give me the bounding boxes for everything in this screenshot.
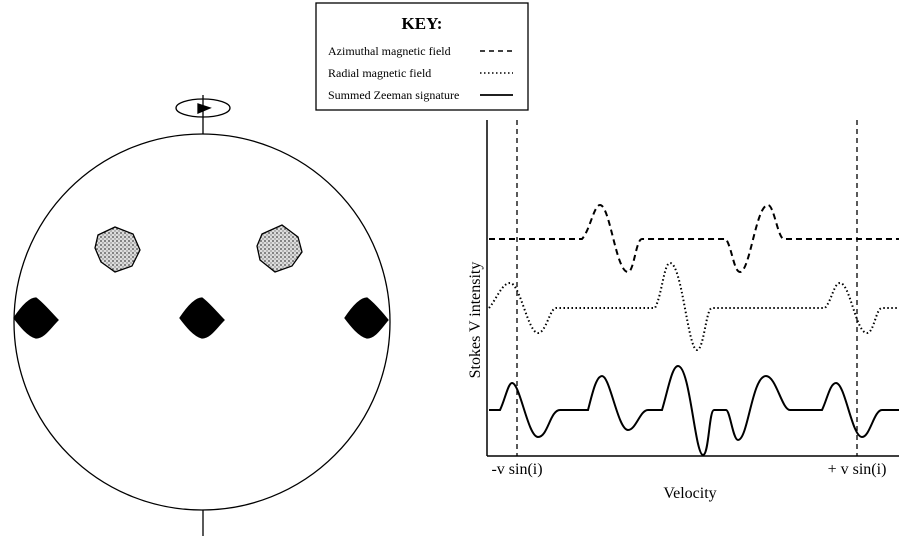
key: KEY: Azimuthal magnetic field Radial mag… bbox=[316, 3, 528, 110]
key-label: Radial magnetic field bbox=[328, 66, 431, 80]
x-axis-label: Velocity bbox=[663, 485, 716, 502]
key-title: KEY: bbox=[402, 14, 443, 33]
radial-curve bbox=[489, 263, 899, 350]
marker-label: -v sin(i) bbox=[491, 461, 542, 478]
azimuthal-curve bbox=[489, 205, 899, 272]
marker-label: + v sin(i) bbox=[828, 461, 887, 478]
figure: KEY: Azimuthal magnetic field Radial mag… bbox=[0, 0, 899, 536]
summed-curve bbox=[489, 366, 899, 455]
y-axis-label: Stokes V intensity bbox=[467, 262, 484, 379]
key-label: Azimuthal magnetic field bbox=[328, 44, 451, 58]
plot bbox=[487, 120, 899, 456]
star bbox=[14, 95, 390, 536]
key-label: Summed Zeeman signature bbox=[328, 88, 459, 102]
arrow-head bbox=[198, 104, 210, 113]
